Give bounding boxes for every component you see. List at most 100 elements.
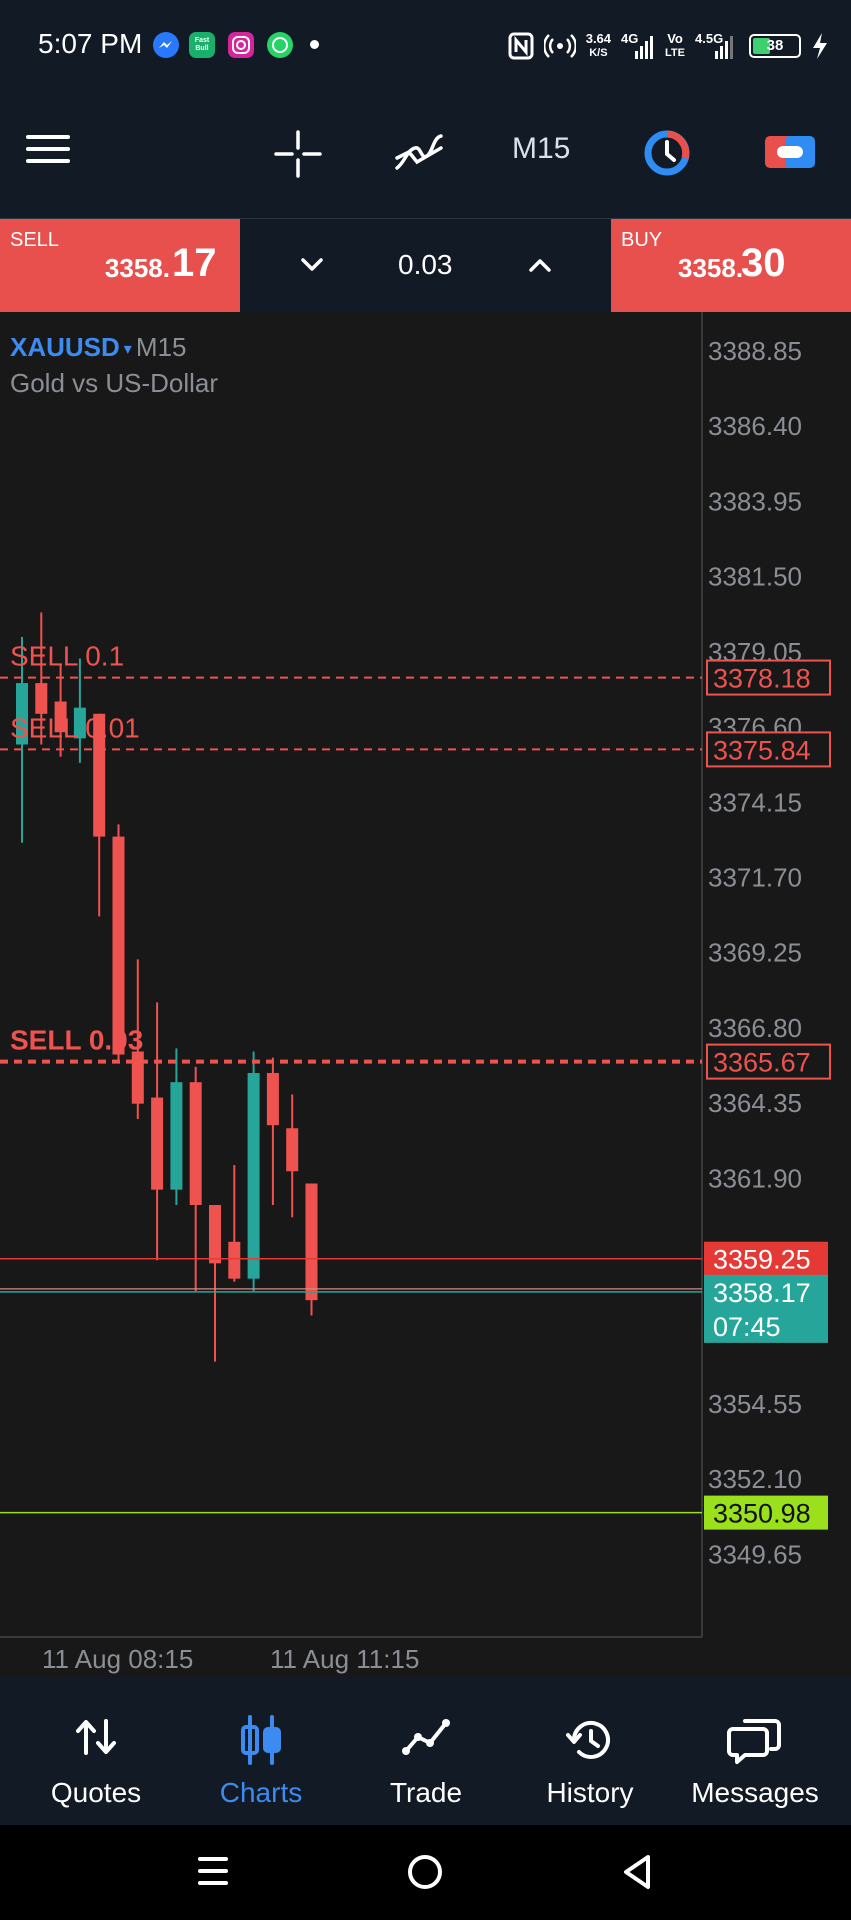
whatsapp-icon — [267, 32, 293, 58]
buy-price-small: 3358. — [678, 253, 744, 283]
price-chart[interactable]: 3388.853386.403383.953381.503379.053376.… — [0, 312, 851, 1677]
crosshair-icon[interactable] — [274, 130, 322, 183]
signal-4g-icon: 4G — [621, 31, 655, 61]
sell-price-small: 3358. — [104, 253, 170, 283]
candle-body — [54, 701, 67, 733]
order-price-tag — [706, 659, 831, 696]
sell-label: SELL — [10, 229, 59, 251]
recents-icon[interactable] — [196, 1853, 230, 1894]
signal-45g-icon: 4.5G — [695, 31, 739, 61]
fastbull-icon: Fast Bull — [189, 32, 215, 58]
price-axis-label: 3349.65 — [708, 1539, 802, 1569]
indicators-icon[interactable] — [393, 128, 445, 181]
nav-charts[interactable]: Charts — [176, 1677, 346, 1825]
candle-body — [209, 1204, 221, 1264]
candle-body — [73, 707, 86, 739]
chart-symbol-description: Gold vs US-Dollar — [10, 368, 219, 398]
nav-trade[interactable]: Trade — [341, 1677, 511, 1825]
price-axis-label: 3371.70 — [708, 863, 802, 893]
candle-body — [151, 1097, 164, 1190]
chart-symbol[interactable]: XAUUSD ▾ M15 — [10, 332, 187, 362]
order-label: SELL 0.1 — [10, 641, 124, 672]
price-axis-label: 3352.10 — [708, 1464, 802, 1494]
price-axis-label: 3388.85 — [708, 336, 802, 366]
price-axis-label: 3364.35 — [708, 1088, 802, 1118]
order-price-label: 3365.67 — [713, 1048, 811, 1078]
order-price-label: 3375.84 — [713, 735, 811, 765]
status-indicators: 3.64 K/S 4G Vo LTE 4.5G 38 — [508, 26, 829, 66]
price-axis-label: 3361.90 — [708, 1163, 802, 1193]
price-axis-label: 3374.15 — [708, 787, 802, 817]
level-price-label: 3350.98 — [713, 1499, 811, 1529]
order-label: SELL 0.01 — [10, 712, 140, 743]
history-icon — [505, 1715, 675, 1765]
sell-price-big: 17 — [172, 241, 217, 285]
one-click-trading-icon[interactable] — [765, 132, 815, 177]
bar-countdown-label: 07:45 — [713, 1312, 781, 1342]
status-time: 5:07 PM — [38, 28, 143, 59]
battery-icon: 38 — [749, 34, 801, 58]
level-price-tag — [704, 1495, 828, 1530]
price-axis-label: 3366.80 — [708, 1013, 802, 1043]
symbol-dropdown-icon: ▾ — [123, 341, 132, 359]
order-label: SELL 0.03 — [10, 1025, 143, 1056]
nav-messages[interactable]: Messages — [670, 1677, 840, 1825]
buy-price-big: 30 — [741, 241, 786, 285]
candle-body — [16, 683, 28, 745]
nav-quotes[interactable]: Quotes — [11, 1677, 181, 1825]
chart-toolbar — [0, 92, 851, 218]
order-price-tag — [706, 1043, 831, 1080]
chevron-up-icon — [529, 259, 551, 272]
candle-body — [93, 713, 106, 837]
timeframe-selector[interactable]: M15 — [512, 132, 571, 165]
messages-icon — [670, 1715, 840, 1765]
objects-icon[interactable] — [642, 128, 692, 183]
hotspot-icon — [543, 34, 576, 58]
trade-icon — [341, 1715, 511, 1765]
sell-button[interactable]: SELL 3358. 17 — [0, 219, 240, 313]
lot-increase-button[interactable] — [520, 245, 560, 285]
quotes-icon — [11, 1715, 181, 1765]
home-icon[interactable] — [406, 1853, 444, 1896]
bottom-navigation: Quotes Charts Trade History Messages — [0, 1677, 851, 1825]
candle-body — [131, 1051, 144, 1104]
charging-icon — [813, 33, 827, 59]
candle-body — [35, 683, 48, 714]
bid-price-label: 3358.17 — [713, 1278, 811, 1308]
dot-icon — [310, 40, 319, 49]
time-label-1: 11 Aug 11:15 — [270, 1644, 420, 1674]
price-axis-label: 3354.55 — [708, 1389, 802, 1419]
nfc-icon — [508, 32, 534, 60]
back-icon[interactable] — [620, 1853, 654, 1896]
buy-button[interactable]: BUY 3358. 30 — [611, 219, 851, 313]
ask-price-label: 3359.25 — [713, 1245, 811, 1275]
candle-body — [305, 1183, 318, 1301]
order-price-label: 3378.18 — [713, 664, 811, 694]
candle-body — [228, 1241, 241, 1279]
status-bar: 5:07 PM Fast Bull 3.64 K/S 4G Vo LTE 4.5… — [0, 0, 851, 92]
system-navigation-bar — [0, 1825, 851, 1920]
order-price-tag — [706, 731, 831, 768]
candle-body — [170, 1082, 183, 1190]
buy-label: BUY — [621, 229, 663, 251]
chevron-down-icon — [301, 258, 323, 271]
price-axis-label: 3386.40 — [708, 411, 802, 441]
nav-history[interactable]: History — [505, 1677, 675, 1825]
lot-size[interactable]: 0.03 — [398, 249, 453, 280]
candle-body — [266, 1072, 279, 1126]
messenger-icon — [153, 32, 179, 58]
net-speed: 3.64 K/S — [585, 31, 612, 60]
candle-body — [286, 1128, 299, 1172]
ask-price-tag — [704, 1241, 828, 1276]
chart-timeframe: M15 — [135, 332, 187, 362]
bid-price-tag — [704, 1274, 828, 1343]
hamburger-menu-icon[interactable] — [26, 132, 70, 171]
instagram-icon — [228, 32, 254, 58]
candle-body — [189, 1082, 202, 1205]
charts-icon — [176, 1715, 346, 1765]
lot-decrease-button[interactable] — [292, 245, 332, 285]
trade-panel: SELL 3358. 17 0.03 BUY 3358. 30 — [0, 218, 851, 314]
chart-area[interactable]: 3388.85 3386.40 3383.95 3381.50 3379.05 3376.… — [0, 312, 851, 1677]
candle-body — [112, 836, 125, 1055]
price-axis-label: 3369.25 — [708, 938, 802, 968]
